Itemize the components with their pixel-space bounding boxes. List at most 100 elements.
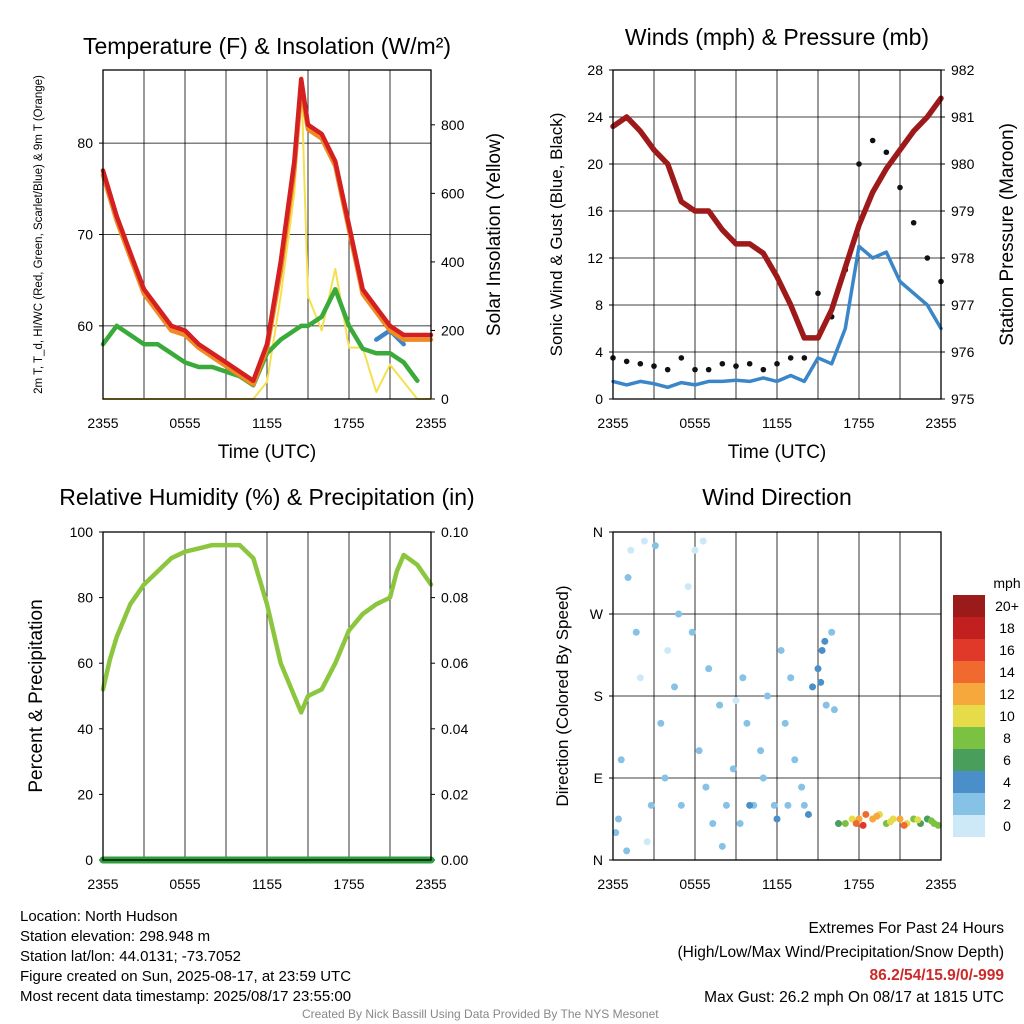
direction-point xyxy=(675,610,683,618)
extremes-title: Extremes For Past 24 Hours xyxy=(808,920,1004,937)
legend-swatch xyxy=(953,793,985,815)
legend-label: 16 xyxy=(999,642,1015,658)
y-right-tick-label: 600 xyxy=(441,185,465,201)
plot-border xyxy=(612,69,942,400)
x-tick-label: 1155 xyxy=(762,876,792,892)
direction-point xyxy=(841,820,849,828)
y-tick-label: S xyxy=(594,688,603,704)
x-tick-label: 1755 xyxy=(843,415,874,431)
direction-point xyxy=(612,829,620,837)
gust-point xyxy=(760,366,767,373)
y-right-tick-label: 0.04 xyxy=(441,721,468,737)
y-right-tick-label: 978 xyxy=(951,250,975,266)
gust-point xyxy=(678,355,685,361)
direction-point xyxy=(814,665,822,673)
direction-point xyxy=(809,683,817,691)
y-right-tick-label: 0.08 xyxy=(441,590,468,606)
direction-point xyxy=(709,820,717,828)
created-text: Figure created on Sun, 2025-08-17, at 23… xyxy=(20,968,352,985)
y-tick-label: 40 xyxy=(77,721,93,737)
x-tick-label: 2355 xyxy=(87,415,118,431)
x-tick-label: 1155 xyxy=(762,415,792,431)
gust-point xyxy=(692,366,698,373)
direction-point xyxy=(757,747,765,755)
y-right-tick-label: 979 xyxy=(951,203,975,219)
direction-point xyxy=(624,574,632,582)
direction-point xyxy=(729,765,737,773)
direction-point xyxy=(671,683,678,691)
y-tick-label: 20 xyxy=(77,786,93,802)
y-right-tick-label: 0.02 xyxy=(441,786,468,802)
direction-point xyxy=(800,801,808,809)
chart-title: Temperature (F) & Insolation (W/m²) xyxy=(83,33,451,59)
legend-label: 4 xyxy=(1003,774,1011,790)
gust-point xyxy=(910,219,917,226)
direction-point xyxy=(718,842,726,850)
direction-point xyxy=(632,628,640,636)
direction-point xyxy=(804,810,812,818)
x-tick-label: 0555 xyxy=(679,876,710,892)
y-tick-label: 80 xyxy=(77,590,93,606)
legend-label: 12 xyxy=(999,686,1015,702)
location-text: Location: North Hudson xyxy=(20,908,178,925)
direction-point xyxy=(732,697,740,705)
direction-point xyxy=(914,816,922,824)
direction-point xyxy=(640,537,648,545)
direction-point xyxy=(627,546,635,554)
legend-swatch xyxy=(953,815,985,837)
y-axis-label: Percent & Precipitation xyxy=(26,599,47,792)
y-right-tick-label: 981 xyxy=(951,109,975,125)
winds-pressure-panel: 2355 0555 1155 1755 2355 Winds (mph) & Pressu… xyxy=(547,24,1018,463)
y-tick-label: 28 xyxy=(587,62,603,78)
direction-point xyxy=(651,542,659,550)
x-tick-label: 0555 xyxy=(169,876,200,892)
extremes-subtitle: (High/Low/Max Wind/Precipitation/Snow De… xyxy=(677,944,1005,961)
x-axis-label: Time (UTC) xyxy=(218,442,317,463)
chart-title: Wind Direction xyxy=(702,484,852,510)
direction-point xyxy=(798,783,806,791)
x-tick-label: 2355 xyxy=(415,415,446,431)
direction-point xyxy=(736,820,744,828)
x-tick-label: 2355 xyxy=(597,876,628,892)
gust-point xyxy=(869,137,876,144)
y-tick-label: 24 xyxy=(587,109,603,125)
direction-point xyxy=(770,801,778,809)
y-tick-label: 16 xyxy=(587,203,603,219)
gust-point xyxy=(787,355,794,361)
direction-point xyxy=(699,537,707,545)
legend-label: 2 xyxy=(1003,796,1011,812)
series-pressure xyxy=(610,95,944,341)
gust-point xyxy=(651,363,657,369)
y-tick-label: W xyxy=(590,606,604,622)
direction-point xyxy=(647,801,655,809)
direction-point xyxy=(817,678,825,686)
x-tick-label: 2355 xyxy=(925,415,956,431)
y-tick-label: 100 xyxy=(70,524,94,540)
temperature-panel: 2355 0555 1155 1755 2355 Temperature (F) & In… xyxy=(33,33,505,463)
legend-swatch xyxy=(953,661,985,683)
y-tick-label: 80 xyxy=(77,135,93,151)
x-tick-label: 1155 xyxy=(252,876,282,892)
direction-point xyxy=(784,801,792,809)
legend-label: 6 xyxy=(1003,752,1011,768)
y-right-axis-label: Solar Insolation (Yellow) xyxy=(484,133,505,336)
y-right-tick-label: 400 xyxy=(441,254,465,270)
direction-point xyxy=(773,815,781,823)
y-right-tick-label: 0 xyxy=(441,391,449,407)
y-right-tick-label: 0.00 xyxy=(441,852,468,868)
y-right-tick-label: 0.06 xyxy=(441,655,468,671)
y-right-tick-label: 200 xyxy=(441,322,465,338)
x-tick-label: 1155 xyxy=(252,415,282,431)
direction-point xyxy=(722,801,730,809)
gust-point xyxy=(897,184,903,191)
y-tick-label: N xyxy=(593,524,603,540)
gust-point xyxy=(637,360,644,367)
y-right-tick-label: 980 xyxy=(951,156,975,172)
plot-border xyxy=(102,69,432,400)
direction-point xyxy=(830,706,838,714)
x-tick-label: 0555 xyxy=(679,415,710,431)
y-right-tick-label: 982 xyxy=(951,62,975,78)
gust-point xyxy=(883,149,890,156)
y-right-tick-label: 975 xyxy=(951,391,975,407)
